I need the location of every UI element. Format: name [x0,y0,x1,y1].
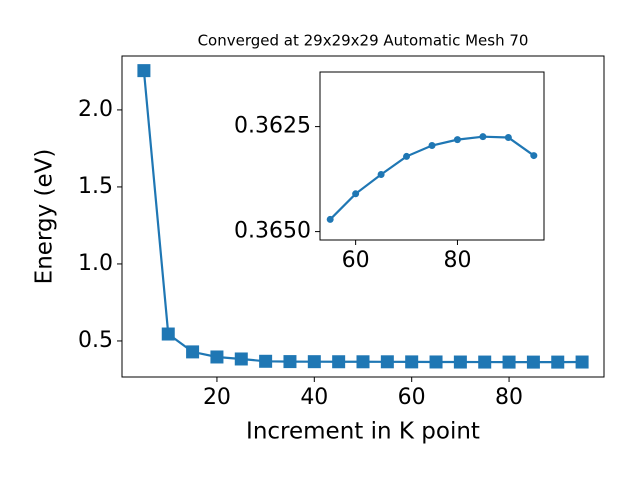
marker [405,355,419,369]
marker [259,354,273,368]
x-tick-label: 40 [300,385,328,410]
x-tick-label: 20 [203,385,231,410]
marker [428,142,436,149]
y-tick-label: 1.0 [78,251,113,276]
marker [530,152,538,160]
marker [186,345,200,359]
x-tick-label: 80 [443,248,471,273]
marker [356,355,370,369]
marker [526,355,540,369]
marker [380,355,394,369]
marker [502,355,516,369]
y-tick-label: 0.3650 [234,219,311,244]
chart-title: Converged at 29x29x29 Automatic Mesh 70 [198,32,529,50]
marker [403,152,411,160]
x-tick-label: 60 [342,248,370,273]
marker [326,215,334,223]
marker [478,355,492,369]
marker [332,355,346,369]
marker [234,352,248,366]
x-tick-label: 60 [398,385,426,410]
y-axis-label: Energy (eV) [32,149,58,285]
marker [161,327,175,341]
marker [504,134,512,142]
marker [479,133,487,141]
marker [551,355,565,369]
marker [307,355,321,369]
x-axis-label: Increment in K point [246,419,480,445]
marker [377,170,385,178]
y-tick-label: 0.3625 [234,114,311,139]
marker [210,350,224,364]
marker [352,190,360,198]
x-tick-label: 80 [495,385,523,410]
y-tick-label: 0.5 [78,328,113,353]
marker [283,355,297,369]
y-tick-label: 1.5 [78,174,113,199]
marker [137,64,151,78]
marker [575,355,589,369]
marker [453,355,467,369]
y-tick-label: 2.0 [78,97,113,122]
marker [429,355,443,369]
marker [453,136,461,144]
plot-area [319,71,545,241]
